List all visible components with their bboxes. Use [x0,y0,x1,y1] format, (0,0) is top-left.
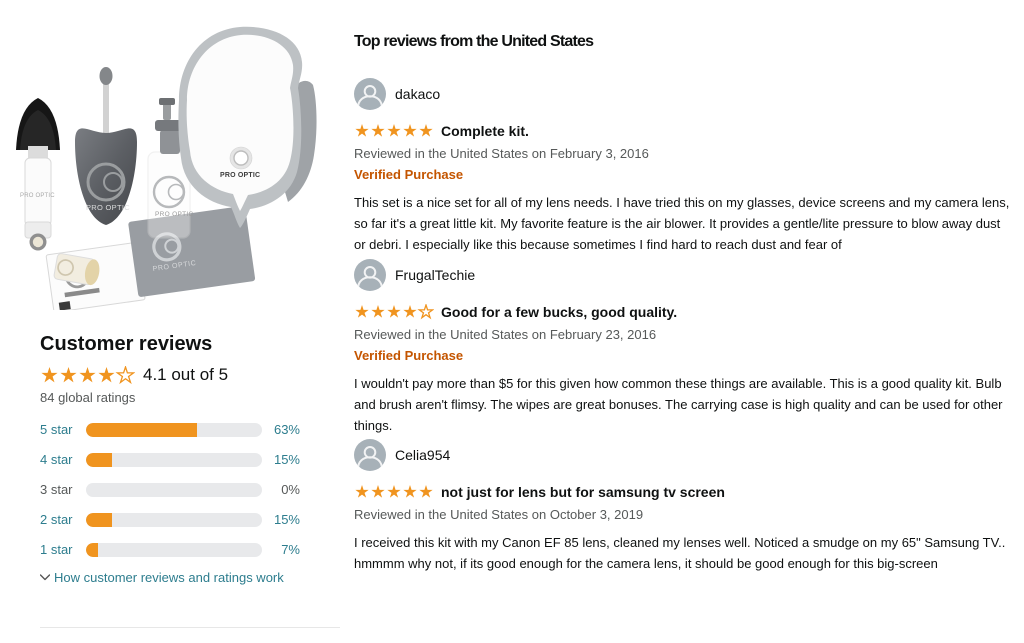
svg-text:PRO OPTIC: PRO OPTIC [86,203,130,212]
svg-text:PRO OPTIC: PRO OPTIC [220,172,260,179]
svg-text:PRO OPTIC: PRO OPTIC [20,193,55,199]
svg-text:PRO OPTIC: PRO OPTIC [155,211,193,218]
